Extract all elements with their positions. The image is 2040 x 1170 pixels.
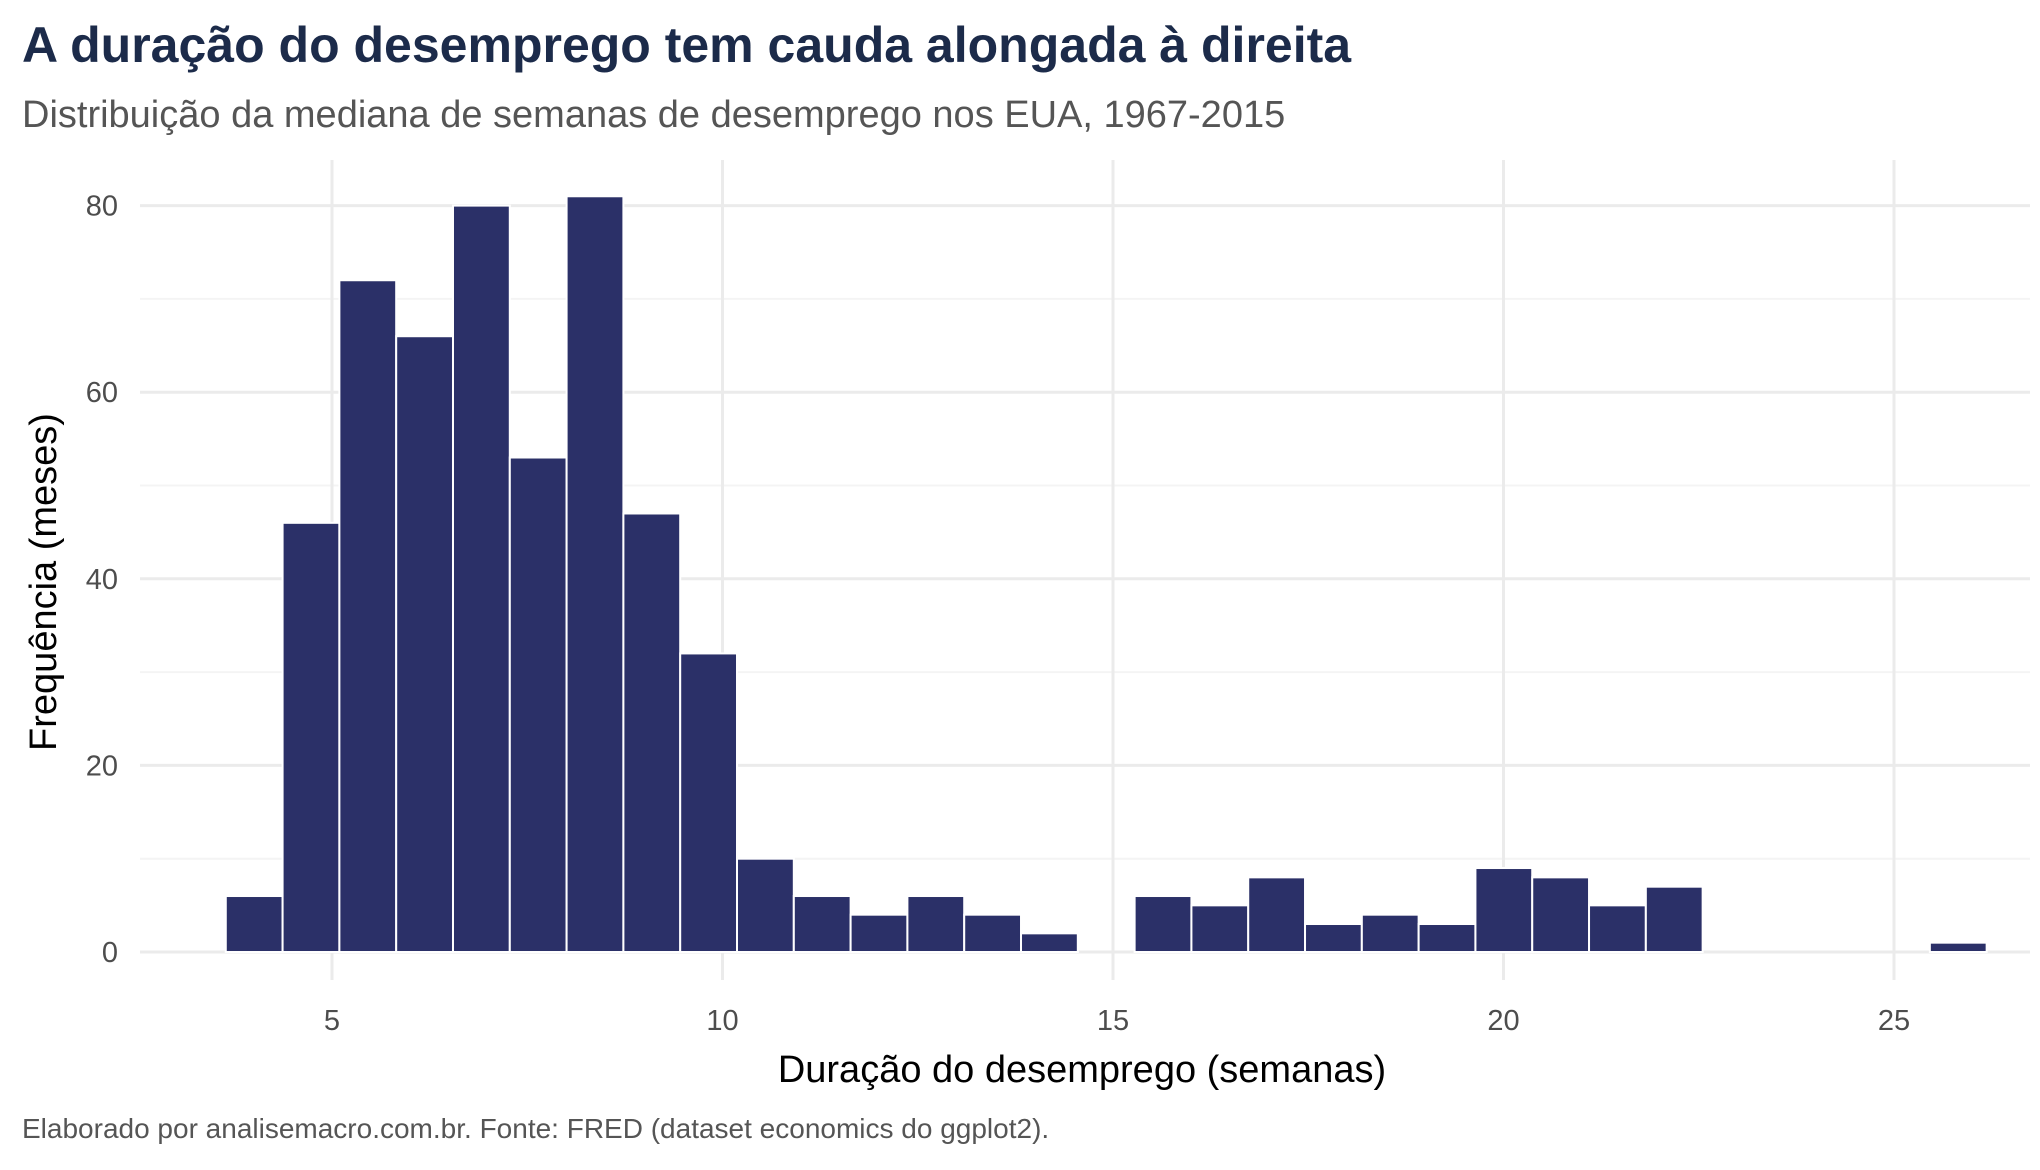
histogram-bar	[1588, 904, 1647, 953]
histogram-bar	[963, 913, 1023, 953]
histogram-bar	[849, 913, 909, 953]
chart-caption: Elaborado por analisemacro.com.br. Fonte…	[22, 1113, 1049, 1144]
y-axis-ticks: 0 20 40 60 80	[86, 191, 118, 969]
histogram-bar	[281, 521, 341, 953]
histogram-bar	[508, 456, 568, 953]
bars-group	[224, 195, 1988, 954]
x-tick-label: 25	[1878, 1005, 1910, 1037]
chart-subtitle: Distribuição da mediana de semanas de de…	[22, 94, 1285, 136]
histogram-bar	[1020, 932, 1079, 954]
histogram-bar	[622, 512, 682, 953]
x-tick-label: 15	[1097, 1005, 1129, 1037]
y-tick-label: 80	[86, 191, 118, 223]
y-tick-label: 60	[86, 377, 118, 409]
histogram-bar	[1474, 867, 1534, 954]
histogram-bar	[906, 895, 966, 954]
histogram-bar	[1247, 876, 1307, 953]
chart-title: A duração do desemprego tem cauda alonga…	[22, 17, 1352, 73]
histogram-bar	[736, 857, 795, 954]
histogram-bar	[792, 895, 852, 954]
histogram-bar	[395, 335, 454, 954]
x-tick-label: 10	[706, 1005, 738, 1037]
histogram-bar	[1928, 941, 1988, 953]
histogram-bar	[1133, 895, 1193, 954]
histogram-bar	[1360, 913, 1420, 953]
histogram-bar	[679, 652, 739, 953]
histogram-bar	[1644, 885, 1704, 953]
histogram-bar	[1417, 923, 1477, 954]
y-tick-label: 0	[102, 937, 118, 969]
x-tick-label: 5	[324, 1005, 340, 1037]
histogram-bar	[224, 895, 284, 954]
histogram-bar	[1531, 876, 1591, 953]
x-tick-label: 20	[1487, 1005, 1519, 1037]
x-axis-title: Duração do desemprego (semanas)	[778, 1049, 1386, 1091]
histogram-bar	[565, 195, 625, 953]
histogram-bar	[338, 279, 398, 953]
y-axis-title: Frequência (meses)	[23, 413, 65, 751]
histogram-bar	[1190, 904, 1250, 953]
x-axis-ticks: 5 10 15 20 25	[324, 1005, 1910, 1037]
histogram-bar	[451, 204, 511, 954]
y-tick-label: 40	[86, 564, 118, 596]
histogram-bar	[1304, 923, 1363, 954]
y-tick-label: 20	[86, 750, 118, 782]
